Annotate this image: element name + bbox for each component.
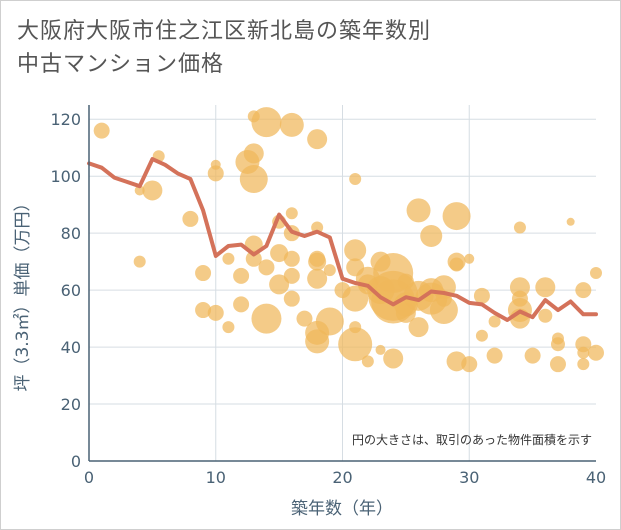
data-bubble [420, 225, 443, 248]
data-bubble [475, 329, 488, 342]
x-tick-label: 30 [459, 468, 479, 487]
y-tick-label: 60 [61, 281, 81, 300]
x-tick-label: 0 [84, 468, 94, 487]
data-bubble [575, 336, 592, 353]
data-bubble [473, 287, 490, 304]
data-bubble [488, 315, 501, 328]
data-bubble [566, 217, 575, 226]
data-bubble [575, 282, 592, 299]
data-bubble [93, 122, 110, 139]
data-bubble [344, 239, 367, 262]
y-tick-label: 20 [61, 395, 81, 414]
data-bubble [361, 355, 374, 368]
x-axis-label: 築年数（年） [291, 499, 393, 519]
data-bubble [509, 277, 530, 298]
data-bubble [442, 202, 471, 231]
x-tick-label: 20 [332, 468, 352, 487]
data-bubble [222, 252, 235, 265]
data-bubble [590, 267, 602, 280]
y-tick-label: 80 [61, 224, 81, 243]
y-tick-label: 0 [71, 452, 81, 471]
data-bubble [222, 321, 235, 334]
data-bubble [513, 221, 526, 234]
data-bubble [429, 296, 458, 325]
data-bubble [406, 198, 431, 223]
data-bubble [279, 112, 304, 137]
tick-labels: 0 10 20 30 40 0 20 40 60 80 100 120 [50, 110, 606, 487]
data-bubble [258, 259, 275, 276]
data-bubble [207, 165, 224, 182]
data-bubble [338, 327, 373, 362]
data-bubble [375, 344, 386, 355]
data-bubble [239, 165, 268, 194]
data-bubble [243, 143, 264, 164]
x-tick-label: 40 [586, 468, 606, 487]
data-bubble [383, 348, 404, 369]
data-bubble [210, 159, 221, 170]
y-axis-label: 坪（3.3㎡）単価（万円） [13, 194, 33, 391]
data-bubble [195, 302, 212, 319]
data-bubble [550, 337, 565, 352]
grid-lines [89, 105, 596, 461]
data-bubble [305, 329, 330, 354]
data-bubble [245, 250, 262, 267]
data-bubble [283, 267, 300, 284]
data-bubble [309, 250, 326, 267]
data-bubble [349, 173, 362, 186]
data-bubble [251, 303, 282, 334]
data-bubble [233, 296, 250, 313]
data-bubble [461, 356, 478, 373]
data-bubble [549, 356, 566, 373]
trend-line [87, 157, 598, 322]
data-bubble [307, 129, 328, 150]
data-bubble [134, 185, 145, 196]
data-bubble [449, 257, 464, 272]
data-bubble [133, 255, 146, 268]
data-bubble [251, 107, 282, 138]
data-bubble [315, 307, 344, 336]
chart-title: 大阪府大阪市住之江区新北島の築年数別中古マンション価格 [17, 19, 432, 77]
data-bubble [538, 308, 553, 323]
data-bubble [464, 253, 475, 264]
data-bubble [283, 290, 300, 307]
y-tick-label: 100 [50, 167, 81, 186]
data-bubble [233, 267, 250, 284]
data-bubble [182, 210, 199, 227]
data-bubble [270, 244, 289, 263]
data-bubble [269, 274, 290, 295]
trend-series [87, 157, 598, 322]
data-bubble [296, 310, 313, 327]
data-bubble [207, 304, 224, 321]
data-bubble [283, 250, 300, 267]
y-tick-label: 120 [50, 110, 81, 129]
data-bubble [142, 180, 163, 201]
data-bubble [285, 207, 298, 220]
axes [88, 105, 596, 462]
data-bubble [307, 268, 328, 289]
size-annotation: 円の大きさは、取引のあった物件面積を示す [352, 432, 592, 447]
data-bubble [524, 347, 541, 364]
data-bubble [535, 277, 556, 298]
data-bubble [577, 346, 590, 359]
x-tick-label: 10 [206, 468, 226, 487]
data-bubble [588, 344, 604, 361]
data-bubble [486, 347, 503, 364]
data-bubble [311, 221, 324, 234]
data-bubble [408, 317, 429, 338]
bubble-series [93, 107, 604, 373]
y-tick-label: 40 [61, 338, 81, 357]
data-bubble [323, 264, 336, 277]
data-bubble [195, 265, 212, 282]
data-bubble [577, 358, 590, 371]
